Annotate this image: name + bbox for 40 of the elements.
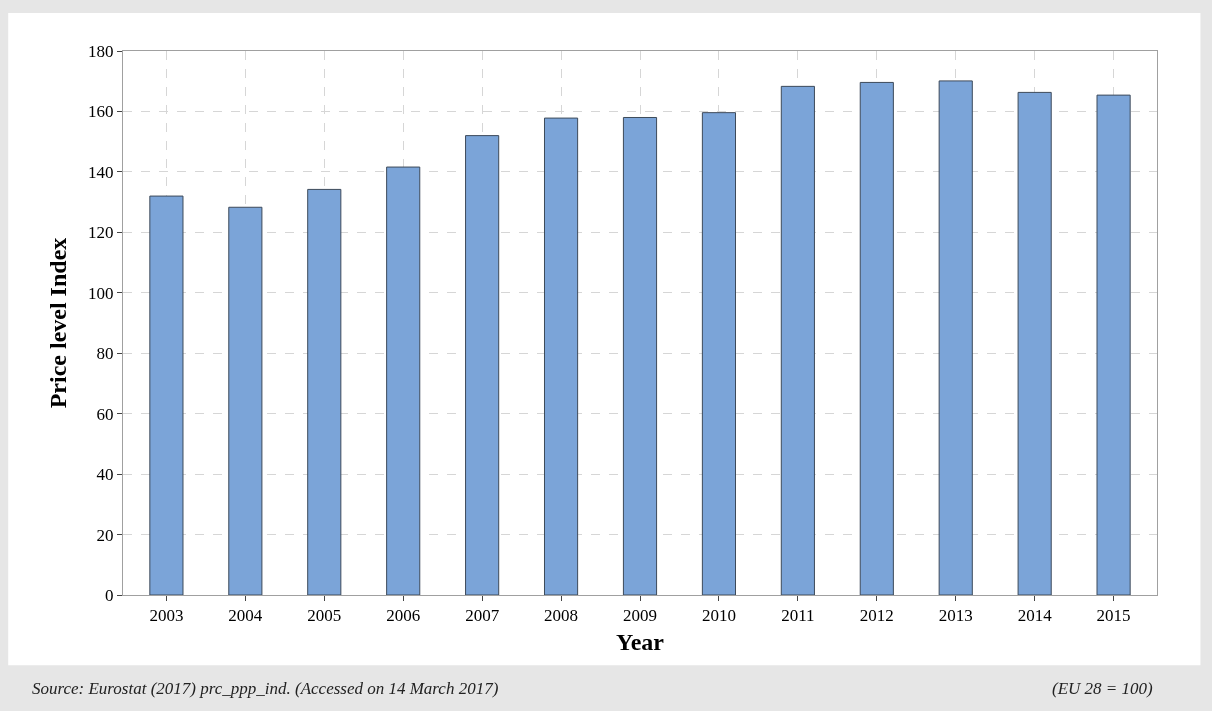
x-tick-label: 2011 <box>781 606 815 626</box>
y-tick-label: 60 <box>96 404 114 424</box>
x-tick-label: 2012 <box>859 606 894 626</box>
source-note: Source: Eurostat (2017) prc_ppp_ind. (Accessed on 14 March 2017) <box>32 679 499 698</box>
x-tick-label: 2009 <box>623 606 657 626</box>
bar <box>1096 94 1131 595</box>
x-tick-label: 2010 <box>701 606 736 626</box>
x-tick-label: 2003 <box>149 606 184 626</box>
bar <box>622 116 658 595</box>
y-tick-label: 40 <box>96 465 114 485</box>
x-axis-title: Year <box>616 628 665 655</box>
y-tick-label: 100 <box>88 283 114 303</box>
x-tick-label: 2007 <box>465 606 500 626</box>
x-tick-label: 2004 <box>228 606 263 626</box>
bar <box>465 135 500 595</box>
bar <box>228 206 263 595</box>
x-tick-label: 2005 <box>307 606 342 626</box>
bar <box>1017 91 1052 595</box>
y-tick-label: 140 <box>88 162 114 182</box>
x-tick-label: 2006 <box>386 606 421 626</box>
x-tick-label: 2008 <box>544 606 579 626</box>
x-tick-label: 2013 <box>938 606 973 626</box>
y-tick-label: 20 <box>96 525 114 545</box>
bar <box>307 188 342 595</box>
y-tick-label: 160 <box>88 102 114 122</box>
y-tick-label: 120 <box>88 223 114 243</box>
y-tick-label: 180 <box>88 41 114 61</box>
bar <box>859 81 894 595</box>
x-tick-label: 2014 <box>1017 606 1053 626</box>
bar <box>938 80 973 595</box>
bar <box>701 112 737 595</box>
y-tick-label: 0 <box>105 585 114 605</box>
bar <box>780 85 815 595</box>
y-tick-label: 80 <box>96 344 114 364</box>
y-axis-title: Price level Index <box>45 237 72 409</box>
text: (EU 28 = 100) <box>1052 679 1154 698</box>
bar <box>386 166 421 595</box>
bar <box>149 195 184 595</box>
x-tick-label: 2015 <box>1096 606 1131 626</box>
bar <box>543 117 579 595</box>
